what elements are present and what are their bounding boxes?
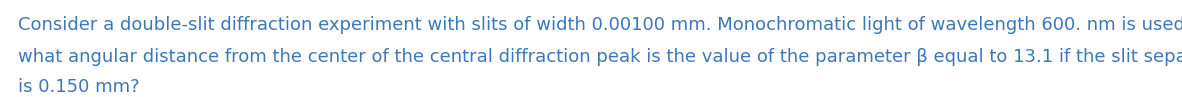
Text: Consider a double-slit diffraction experiment with slits of width 0.00100 mm. Mo: Consider a double-slit diffraction exper… bbox=[18, 16, 1182, 34]
Text: is 0.150 mm?: is 0.150 mm? bbox=[18, 78, 139, 96]
Text: what angular distance from the center of the central diffraction peak is the val: what angular distance from the center of… bbox=[18, 48, 1182, 66]
